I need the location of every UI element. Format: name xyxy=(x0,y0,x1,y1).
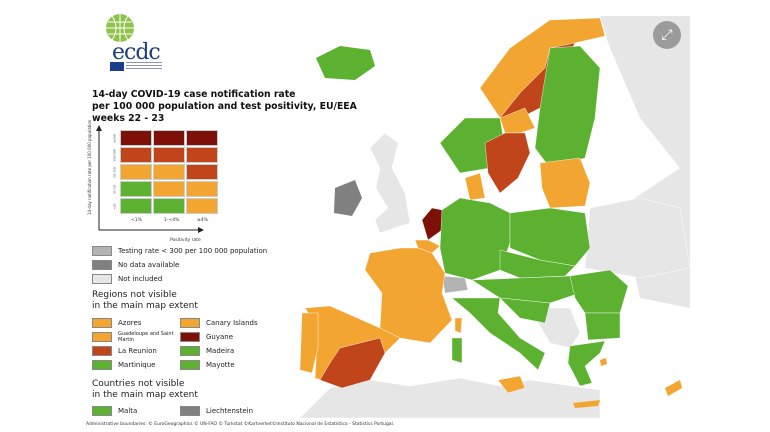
row-label: 150-500 xyxy=(112,149,117,162)
matrix-cell xyxy=(153,198,185,214)
country-poland[interactable] xyxy=(509,207,591,267)
country-romania[interactable] xyxy=(569,269,629,314)
matrix-cell xyxy=(186,181,218,197)
x-axis-label: Positivity rate xyxy=(170,238,201,243)
country-netherlands[interactable] xyxy=(421,207,443,241)
region-swatch xyxy=(92,332,112,342)
legend-label: No data available xyxy=(118,261,180,269)
country-greece[interactable] xyxy=(567,340,606,387)
regions-header: in the main map extent xyxy=(92,301,198,311)
map-panel: ecdc 14-day COVID-19 case notification r… xyxy=(80,8,690,432)
matrix-cell xyxy=(153,181,185,197)
row-label: 25-50 xyxy=(112,185,117,194)
country-germany[interactable] xyxy=(439,197,511,281)
region-swatch xyxy=(180,318,200,328)
matrix-cell xyxy=(120,164,152,180)
ecdc-logo: ecdc xyxy=(92,12,172,72)
matrix-cell xyxy=(186,130,218,146)
region-label: Guadeloupe and Saint Martin xyxy=(118,331,174,343)
country-sweden-mid[interactable] xyxy=(499,107,536,134)
row-label: <25 xyxy=(112,203,117,210)
row-label: ≥500 xyxy=(112,134,117,143)
axis-arrows xyxy=(96,125,204,233)
country-greece-islands[interactable] xyxy=(600,358,607,366)
region-label: Canary Islands xyxy=(206,319,258,327)
title-line-3: weeks 22 - 23 xyxy=(92,113,165,124)
countries-header: in the main map extent xyxy=(92,390,198,400)
region-label: Mayotte xyxy=(206,361,235,369)
country-corsica[interactable] xyxy=(454,317,463,334)
region-label: La Reunion xyxy=(118,347,157,355)
legend-swatch xyxy=(92,274,112,284)
country-bulgaria[interactable] xyxy=(584,312,621,341)
country-denmark[interactable] xyxy=(464,172,486,201)
country-cyprus[interactable] xyxy=(665,380,682,396)
eu-flag-icon xyxy=(110,62,124,71)
region-label: Madeira xyxy=(206,347,235,355)
country-baltics[interactable] xyxy=(539,157,591,209)
title-line-2: per 100 000 population and test positivi… xyxy=(92,101,357,112)
globe-icon xyxy=(106,14,134,42)
country-portugal[interactable] xyxy=(299,312,319,374)
region-label: Martinique xyxy=(118,361,156,369)
legend-swatch xyxy=(92,260,112,270)
y-axis-label: 14-day notification rate per 100 000 pop… xyxy=(87,119,92,215)
regions-header: Regions not visible xyxy=(92,290,177,300)
title-line-1: 14-day COVID-19 case notification rate xyxy=(92,89,296,100)
europe-map[interactable] xyxy=(80,8,690,432)
country-sardinia[interactable] xyxy=(451,337,463,364)
matrix-cell xyxy=(120,130,152,146)
region-swatch xyxy=(180,332,200,342)
expand-arrows-icon[interactable]: ⤢ xyxy=(653,21,681,49)
country-swatch xyxy=(180,406,200,416)
country-france[interactable] xyxy=(364,247,453,344)
region-swatch xyxy=(92,318,112,328)
matrix-cell xyxy=(120,198,152,214)
region-swatch xyxy=(92,346,112,356)
map-title: 14-day COVID-19 case notification rate p… xyxy=(92,89,357,125)
region-label: Azores xyxy=(118,319,142,327)
matrix-cell xyxy=(153,130,185,146)
region-label: Guyane xyxy=(206,333,234,341)
country-finland[interactable] xyxy=(534,45,601,169)
legend-swatch xyxy=(92,246,112,256)
country-spain-south-east[interactable] xyxy=(319,337,386,389)
country-swatch xyxy=(92,406,112,416)
matrix-cell xyxy=(186,164,218,180)
matrix-cell xyxy=(153,147,185,163)
region-swatch xyxy=(180,346,200,356)
col-label: ≥4% xyxy=(197,218,208,223)
matrix-cell xyxy=(186,147,218,163)
col-label: <1% xyxy=(131,218,142,223)
matrix-cell xyxy=(153,164,185,180)
countries-header: Countries not visible xyxy=(92,379,185,389)
region-swatch xyxy=(92,360,112,370)
country-slovenia-croatia[interactable] xyxy=(499,297,551,324)
matrix-cell xyxy=(186,198,218,214)
logo-text: ecdc xyxy=(112,40,161,65)
country-iceland[interactable] xyxy=(316,46,375,80)
country-label: Malta xyxy=(118,407,138,415)
region-ukraine-belarus xyxy=(584,197,690,279)
country-ireland[interactable] xyxy=(334,180,362,216)
country-sweden-south[interactable] xyxy=(484,132,531,194)
country-crete[interactable] xyxy=(573,400,600,408)
country-italy[interactable] xyxy=(451,297,546,371)
country-belgium[interactable] xyxy=(414,239,441,254)
region-uk xyxy=(369,132,411,234)
attribution-footer: Administrative boundaries: © EuroGeograp… xyxy=(86,422,395,427)
legend-label: Testing rate < 300 per 100 000 populatio… xyxy=(118,247,268,255)
legend-label: Not included xyxy=(118,275,163,283)
country-label: Liechtenstein xyxy=(206,407,254,415)
matrix-cell xyxy=(120,181,152,197)
agency-name-graphic xyxy=(126,62,162,71)
country-sicily[interactable] xyxy=(497,375,526,394)
region-swatch xyxy=(180,360,200,370)
matrix-cell xyxy=(120,147,152,163)
row-label: 50-150 xyxy=(112,167,117,178)
country-switzerland[interactable] xyxy=(441,275,469,294)
col-label: 1-<4% xyxy=(164,218,180,223)
